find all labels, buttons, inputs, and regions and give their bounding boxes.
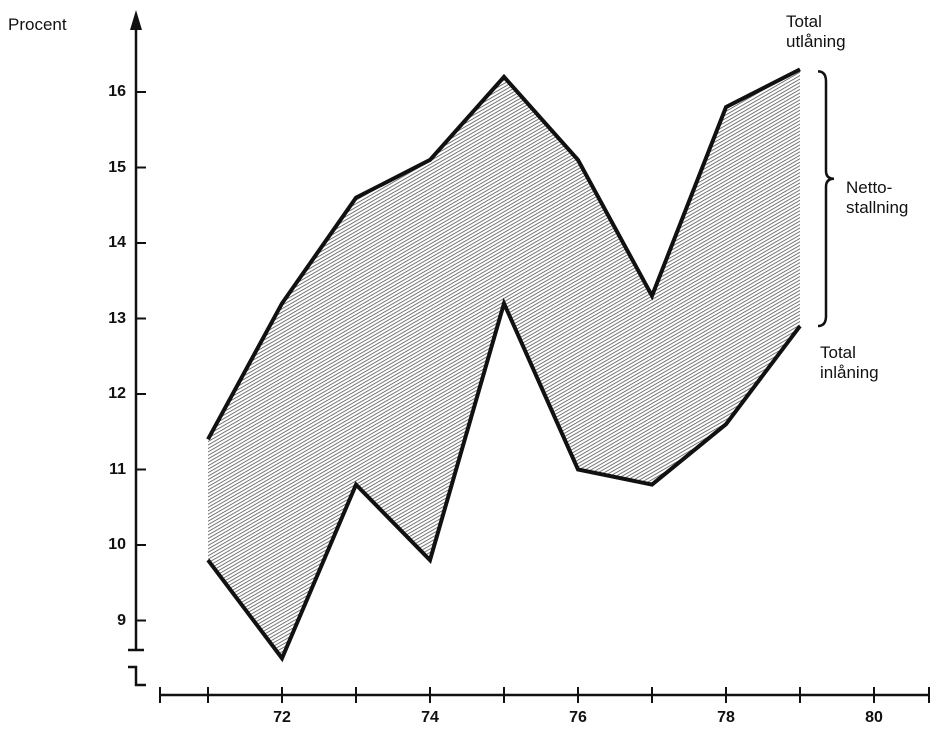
- x-tick-label: 78: [717, 709, 735, 726]
- y-tick-label: 12: [108, 385, 126, 402]
- y-tick-label: 16: [108, 83, 126, 100]
- netto-label-text: Netto-stallning: [846, 178, 909, 217]
- netto-band-layer: [208, 69, 800, 659]
- y-axis-break-bottom: [128, 665, 146, 687]
- series-lines: [206, 67, 802, 663]
- y-axis-arrow: [130, 10, 142, 30]
- y-tick-label: 9: [117, 611, 126, 629]
- series-label-inlaning: Total inlåning: [820, 343, 933, 383]
- x-tick-label: 80: [865, 709, 883, 726]
- netto-band: [208, 69, 800, 659]
- series-label-utlaning-text: Total utlåning: [786, 12, 846, 51]
- netto-brace: [817, 70, 835, 328]
- y-tick-label: 11: [109, 460, 126, 478]
- series-label-utlaning: Total utlåning: [786, 12, 901, 52]
- y-tick-label: 14: [108, 234, 126, 251]
- annotations: [817, 70, 835, 328]
- netto-label: Netto-stallning: [846, 178, 933, 218]
- y-tick-label: 10: [108, 536, 126, 553]
- y-tick-label: 15: [108, 158, 126, 176]
- y-axis-title: Procent: [8, 15, 67, 34]
- x-tick-label: 76: [569, 709, 587, 726]
- x-tick-label: 74: [421, 709, 439, 726]
- axes: [128, 10, 930, 703]
- y-tick-label: 13: [108, 309, 126, 327]
- x-tick-label: 72: [273, 709, 291, 726]
- series-label-inlaning-text: Total inlåning: [820, 343, 879, 382]
